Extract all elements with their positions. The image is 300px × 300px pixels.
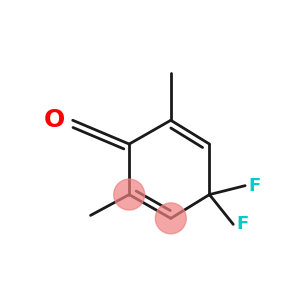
Text: F: F [249,177,261,195]
Text: F: F [237,215,249,233]
Text: O: O [44,108,65,132]
Circle shape [155,203,186,234]
Circle shape [114,179,145,210]
